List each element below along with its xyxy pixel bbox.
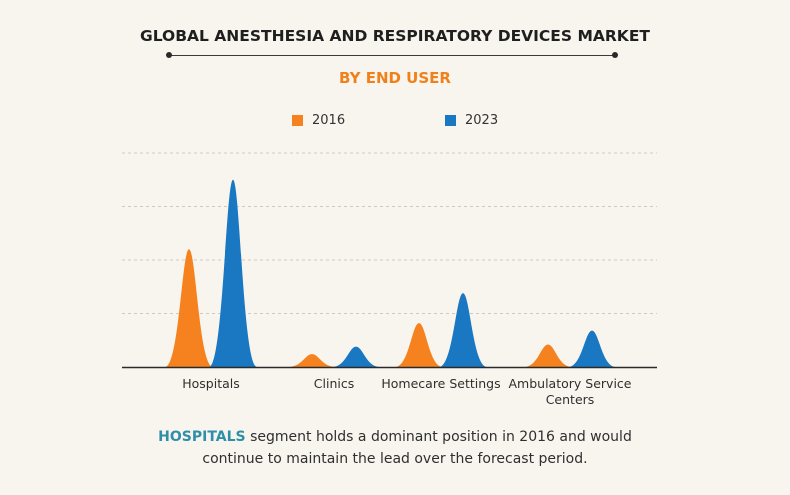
chart-subtitle: BY END USER: [339, 69, 451, 87]
peak-2016-hospitals: [165, 249, 213, 367]
divider-left-dot: [166, 52, 172, 58]
peak-2016-ambulatory-service-centers: [524, 344, 572, 367]
peak-2016-clinics: [288, 354, 336, 367]
legend-label-2016: 2016: [312, 112, 346, 128]
chart-caption: HOSPITALS segment holds a dominant posit…: [0, 426, 790, 470]
peak-2016-homecare-settings: [395, 323, 443, 367]
peak-2023-homecare-settings: [439, 293, 487, 367]
legend-label-2023: 2023: [465, 112, 499, 128]
legend-swatch-2016: [292, 114, 303, 126]
legend-swatch-2023: [445, 114, 456, 126]
peak-2023-clinics: [332, 346, 380, 367]
legend-item-2023: 2023: [445, 112, 498, 128]
x-tick-label: Centers: [546, 392, 595, 407]
peak-2023-ambulatory-service-centers: [568, 330, 616, 367]
chart-title: GLOBAL ANESTHESIA AND RESPIRATORY DEVICE…: [140, 27, 650, 45]
divider-right-dot: [612, 52, 618, 58]
title-divider: [169, 55, 615, 56]
x-tick-label: Clinics: [314, 376, 354, 391]
x-tick-label: Ambulatory Service: [509, 376, 632, 391]
caption-line-2: continue to maintain the lead over the f…: [202, 451, 588, 467]
caption-line-1: segment holds a dominant position in 201…: [250, 429, 632, 445]
legend-item-2016: 2016: [292, 112, 345, 128]
caption-highlight: HOSPITALS: [158, 429, 246, 445]
x-tick-label: Hospitals: [182, 376, 240, 391]
peak-2023-hospitals: [209, 179, 257, 367]
x-tick-label: Homecare Settings: [381, 376, 500, 391]
